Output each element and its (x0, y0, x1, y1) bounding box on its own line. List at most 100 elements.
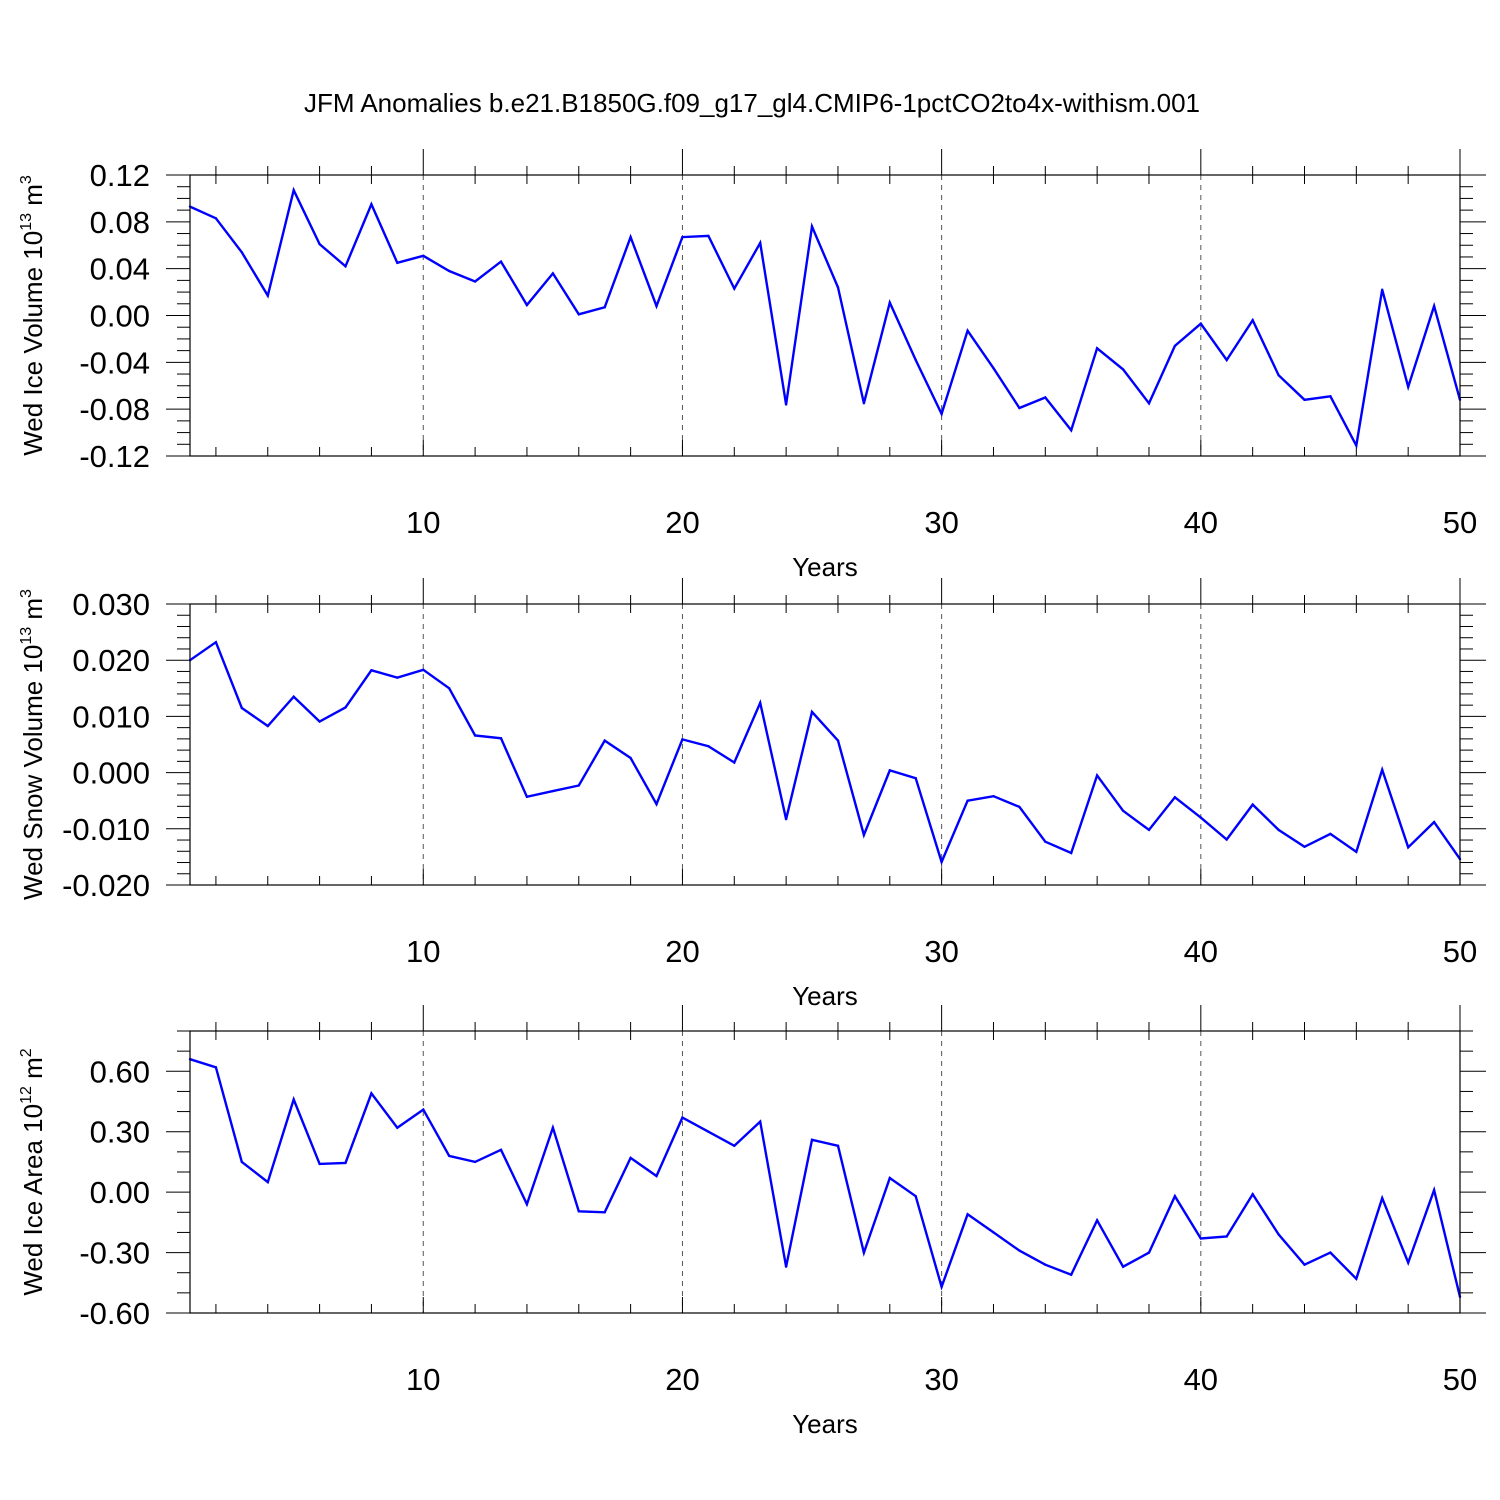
data-point (499, 1148, 503, 1152)
data-point (1432, 820, 1436, 824)
data-point (499, 260, 503, 263)
data-point (655, 1174, 658, 1178)
data-point (266, 724, 269, 728)
figure-title: JFM Anomalies b.e21.B1850G.f09_g17_gl4.C… (304, 88, 1200, 118)
x-tick-label: 30 (924, 505, 958, 540)
data-point (448, 269, 451, 273)
series-line (189, 640, 1461, 866)
x-tick-label: 20 (665, 505, 699, 540)
data-point (1355, 444, 1358, 447)
y-tick-label: 0.020 (72, 643, 150, 678)
data-point (655, 304, 658, 308)
data-point (733, 287, 736, 290)
data-point (1381, 768, 1384, 771)
data-point (344, 265, 347, 268)
x-tick-label: 20 (665, 934, 699, 969)
data-point (1070, 429, 1073, 432)
y-axis-label-unit: m (18, 184, 48, 213)
plot-frame (189, 174, 1461, 457)
data-point (992, 1231, 995, 1234)
x-axis-label: Years (792, 552, 858, 582)
data-point (448, 687, 451, 690)
data-point (499, 737, 503, 740)
data-point (525, 303, 529, 307)
x-tick-label: 40 (1184, 934, 1218, 969)
data-point (1173, 344, 1177, 348)
data-point (707, 1130, 710, 1133)
data-point (551, 789, 555, 793)
data-point (525, 795, 529, 798)
data-point (603, 306, 606, 309)
y-tick-label: 0.00 (90, 1175, 150, 1210)
data-point (888, 301, 891, 304)
y-tick-label: 0.010 (72, 699, 150, 734)
x-tick-label: 40 (1184, 505, 1218, 540)
data-point (1147, 1251, 1151, 1254)
x-tick-label: 10 (406, 505, 440, 540)
data-point (1407, 385, 1410, 389)
data-point (551, 272, 555, 275)
data-point (473, 1160, 477, 1164)
data-point (1355, 850, 1358, 853)
data-point (292, 1098, 295, 1101)
data-point (1407, 846, 1410, 849)
data-point (1018, 1249, 1021, 1252)
plot-frame (189, 603, 1461, 886)
data-point (681, 738, 684, 741)
data-point (655, 802, 658, 806)
data-point (214, 1066, 218, 1069)
plot-frame (189, 1030, 1461, 1314)
data-point (862, 1251, 866, 1254)
data-point (629, 756, 632, 760)
x-axis-label: Years (792, 1409, 858, 1439)
data-point (1277, 374, 1280, 377)
data-point (810, 710, 814, 714)
data-point (862, 402, 866, 405)
y-tick-label: 0.000 (72, 756, 150, 791)
data-point (525, 1203, 529, 1206)
data-point (1199, 816, 1203, 819)
data-point (396, 676, 399, 679)
panels: -0.12 -0.08 -0.04 0.00 0.04 0.08 0.12 10 20 30 40 5… (18, 149, 1486, 1439)
data-point (992, 795, 995, 798)
data-point (214, 217, 218, 220)
data-point (966, 799, 969, 802)
data-point (1329, 1251, 1332, 1254)
y-tick-label: 0.08 (90, 205, 150, 240)
data-point (448, 1154, 451, 1158)
data-point (1121, 368, 1125, 371)
y-axis-label-unit-exponent: 2 (18, 1048, 35, 1057)
panel-3: -0.60 -0.30 0.00 0.30 0.60 10 20 30 40 50 Years Wed… (18, 1005, 1486, 1439)
data-point (214, 641, 218, 644)
data-point (551, 1126, 555, 1129)
y-tick-label: 0.12 (90, 158, 150, 193)
data-point (1381, 288, 1384, 291)
y-axis-label-main: Wed Ice Area 10 (18, 1104, 48, 1296)
data-point (1303, 845, 1306, 848)
data-point (914, 1195, 917, 1198)
data-point (1225, 1235, 1228, 1238)
data-point (1121, 809, 1125, 812)
data-point (784, 403, 788, 406)
data-point (1225, 358, 1228, 362)
y-axis-label: Wed Ice Area 1012 m2 (18, 1048, 48, 1295)
data-point (1044, 396, 1047, 399)
data-point (1173, 796, 1177, 799)
data-point (318, 242, 321, 246)
data-point (1329, 832, 1332, 836)
y-axis-label-exponent: 13 (18, 627, 35, 645)
data-point (370, 669, 373, 672)
data-point (733, 1144, 736, 1148)
data-point (1277, 828, 1280, 832)
data-point (422, 668, 425, 671)
data-point (1355, 1277, 1358, 1281)
data-point (1044, 840, 1047, 843)
y-tick-label: -0.12 (79, 439, 150, 474)
data-point (681, 1116, 684, 1119)
y-axis-label-unit: m (18, 1057, 48, 1086)
data-point (577, 784, 580, 787)
data-point (1070, 851, 1073, 855)
data-point (1147, 828, 1151, 832)
panel-2: -0.020 -0.010 0.000 0.010 0.020 0.030 10 20 30 40… (18, 578, 1486, 1011)
